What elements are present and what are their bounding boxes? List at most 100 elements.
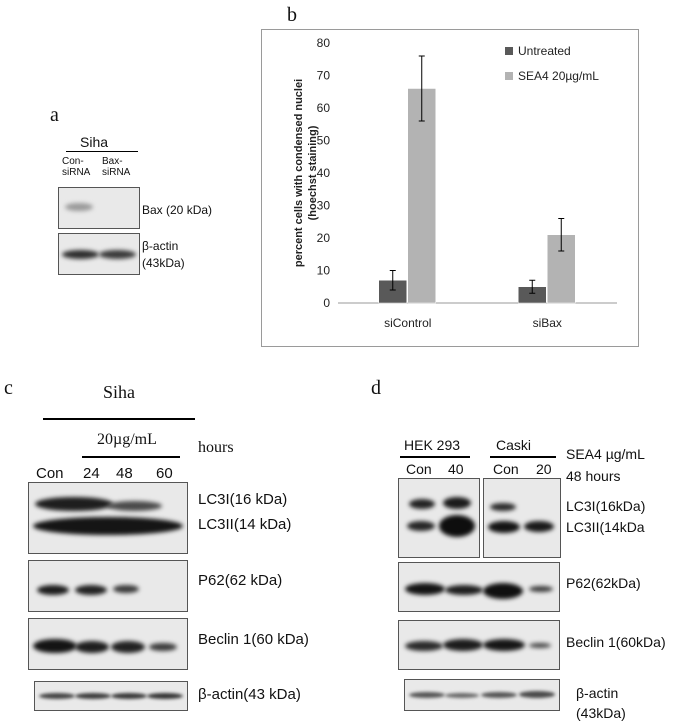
panel-a-lane1: Con- siRNA: [62, 156, 90, 178]
blot-band: [407, 521, 435, 531]
panel-d-treatment-line2: 48 hours: [566, 468, 621, 484]
panel-c-label-beclin: Beclin 1(60 kDa): [198, 631, 309, 648]
panel-a-actin-blot: [58, 233, 140, 275]
panel-c-lane-48: 48: [116, 465, 133, 482]
panel-d-label-p62: P62(62kDa): [566, 575, 641, 591]
panel-d-lc3-blot-hek: [398, 478, 480, 558]
panel-c-rule-top: [43, 418, 195, 420]
blot-band: [445, 693, 479, 698]
panel-d-label-lc3i: LC3I(16kDa): [566, 498, 646, 514]
blot-band: [111, 641, 145, 653]
y-tick-label: 10: [317, 264, 331, 278]
blot-band: [439, 515, 475, 537]
blot-band: [65, 203, 93, 211]
y-tick-label: 50: [317, 134, 331, 148]
legend-swatch: [505, 72, 513, 80]
panel-d-label-lc3ii: LC3II(14kDa: [566, 519, 645, 535]
blot-band: [75, 585, 107, 595]
panel-d-group1: HEK 293: [404, 437, 461, 453]
bar-sea4-sicontrol: [407, 88, 436, 304]
panel-c-beclin-blot: [28, 618, 188, 670]
panel-a-cell-line: Siha: [80, 134, 109, 150]
panel-c-letter: c: [4, 377, 13, 399]
panel-b-letter: b: [287, 4, 297, 26]
panel-c-label-p62: P62(62 kDa): [198, 572, 283, 589]
panel-c-label-actin: β-actin(43 kDa): [198, 686, 301, 703]
panel-c-label-lc3i: LC3I(16 kDa): [198, 491, 288, 508]
panel-d-lc3-blot-caski: [483, 478, 561, 558]
panel-a-bax-blot: [58, 187, 140, 229]
panel-c-dose: 20µg/mL: [97, 431, 157, 448]
panel-d-treatment: SEA4 µg/mL 48 hours: [566, 443, 645, 487]
blot-band: [99, 250, 136, 259]
blot-band: [481, 692, 517, 698]
blot-band: [75, 641, 109, 653]
blot-band: [488, 521, 520, 533]
panel-a-label-actin-line2: (43kDa): [142, 256, 185, 270]
panel-c-p62-blot: [28, 560, 188, 612]
blot-band: [443, 497, 471, 509]
blot-band: [75, 693, 111, 699]
blot-band: [33, 639, 77, 653]
panel-a-rule: [66, 151, 138, 152]
blot-band: [147, 693, 183, 699]
panel-d-lane-con2: Con: [493, 461, 519, 477]
legend-label: Untreated: [518, 44, 571, 58]
panel-d-lane-con1: Con: [406, 461, 432, 477]
panel-d-rule-hek: [400, 456, 470, 458]
blot-band: [519, 691, 555, 698]
panel-d-treatment-line1: SEA4 µg/mL: [566, 446, 645, 462]
panel-a-label-actin-line1: β-actin: [142, 239, 179, 253]
panel-d-rule-caski: [490, 456, 556, 458]
blot-band: [490, 503, 516, 511]
panel-c-lane-60: 60: [156, 465, 173, 482]
panel-d-label-beclin: Beclin 1(60kDa): [566, 634, 666, 650]
x-tick-label: siBax: [533, 316, 562, 330]
y-axis-label-line1: percent cells with condensed nuclei: [293, 79, 305, 267]
panel-d-group2: Caski: [496, 437, 532, 453]
blot-band: [149, 643, 177, 651]
blot-band: [409, 499, 435, 509]
blot-band: [62, 250, 99, 259]
panel-d-beclin-blot: [398, 620, 560, 670]
y-tick-label: 40: [317, 166, 331, 180]
blot-band: [529, 586, 553, 592]
blot-band: [113, 585, 139, 593]
y-tick-label: 0: [323, 296, 330, 310]
panel-d-p62-blot: [398, 562, 560, 612]
panel-d-lane-20: 20: [536, 461, 552, 477]
blot-band: [483, 639, 525, 651]
panel-c-label-lc3ii: LC3II(14 kDa): [198, 516, 292, 533]
y-tick-label: 30: [317, 199, 331, 213]
panel-c-hours-label: hours: [198, 439, 234, 456]
legend-label: SEA4 20µg/mL: [518, 69, 599, 83]
blot-band: [405, 583, 445, 595]
panel-a-lane1-line2: siRNA: [62, 167, 91, 178]
blot-band: [107, 501, 162, 511]
y-axis-label-line2: (hoechst staining): [307, 125, 319, 220]
panel-a-letter: a: [50, 104, 59, 126]
blot-band: [37, 585, 69, 595]
panel-a-lane1-line1: Con-: [62, 156, 84, 167]
blot-band: [111, 693, 147, 699]
panel-c-rule-dose: [82, 456, 180, 458]
panel-d-label-actin: β-actin (43kDa): [576, 683, 626, 723]
panel-d-lane-40: 40: [448, 461, 464, 477]
panel-a-lane2-line1: Bax-: [102, 156, 123, 167]
panel-c-actin-blot: [34, 681, 188, 711]
blot-band: [33, 517, 183, 535]
panel-c-cell-line: Siha: [103, 382, 136, 402]
panel-d-actin-blot: [404, 679, 560, 711]
panel-a-label-actin: β-actin (43kDa): [142, 238, 185, 272]
blot-band: [483, 583, 523, 599]
panel-c-lc3-blot: [28, 482, 188, 554]
blot-band: [35, 497, 113, 511]
panel-c-lane-24: 24: [83, 465, 100, 482]
panel-c-lane-con: Con: [36, 465, 64, 482]
y-tick-label: 80: [317, 36, 331, 50]
blot-band: [524, 521, 554, 532]
blot-band: [529, 643, 551, 648]
panel-d-letter: d: [371, 377, 381, 399]
x-tick-label: siControl: [384, 316, 431, 330]
